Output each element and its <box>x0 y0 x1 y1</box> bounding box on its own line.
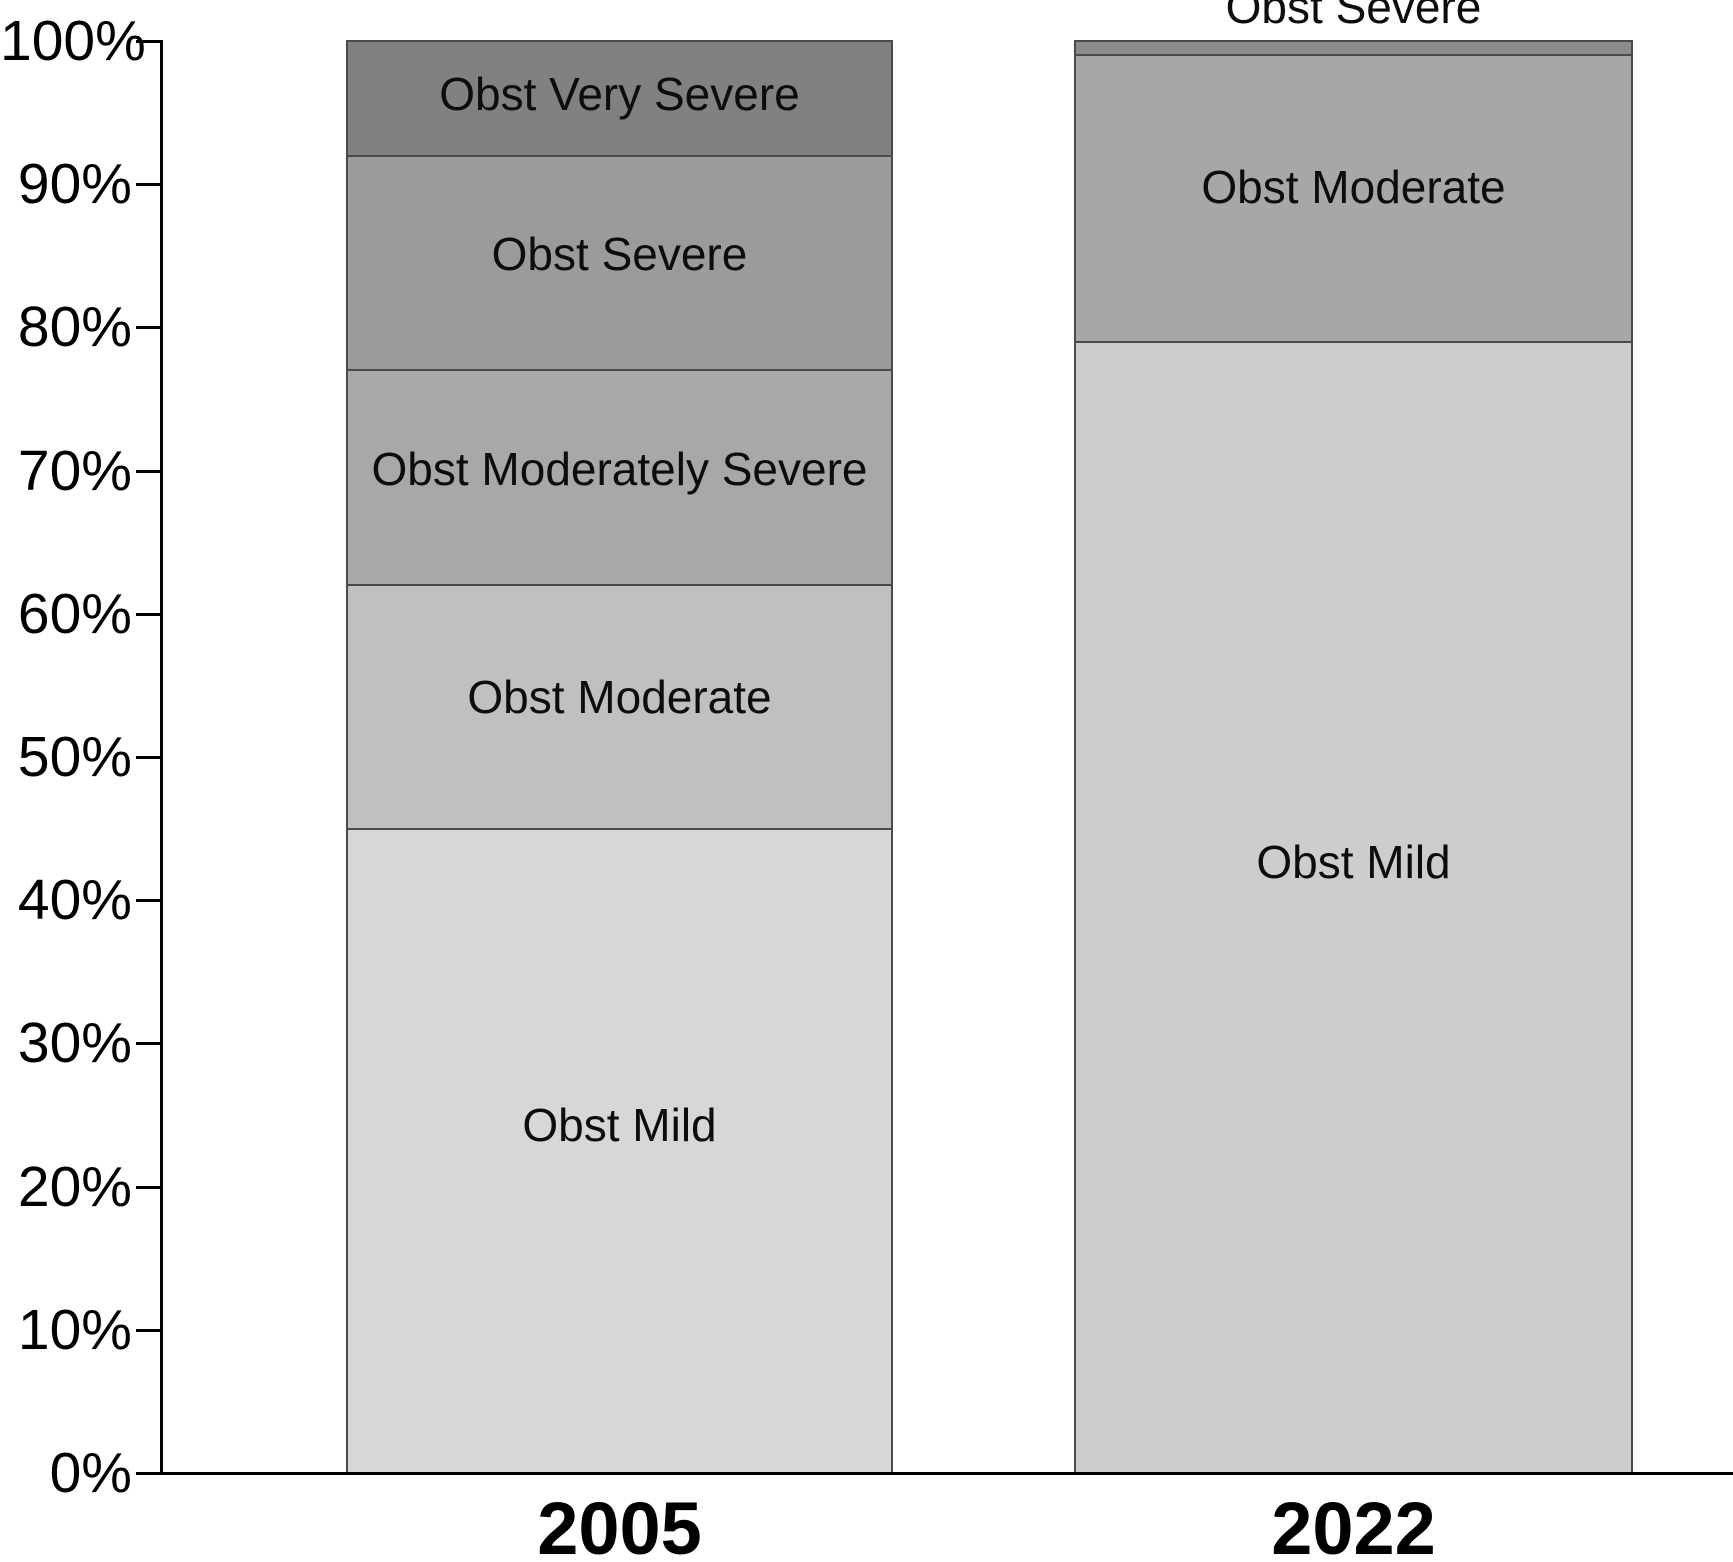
y-axis-tick-label: 60% <box>17 581 132 646</box>
y-axis-tick <box>136 1042 160 1046</box>
segment-label: Obst Very Severe <box>439 67 800 120</box>
bar-segment: Obst Moderate <box>348 584 891 828</box>
y-axis-tick <box>136 612 160 616</box>
y-axis-tick <box>136 1472 160 1475</box>
y-axis-tick <box>136 756 160 759</box>
bar-2022: Obst Mild Obst Moderate <box>1074 40 1633 1472</box>
segment-label: Obst Moderate <box>467 671 772 724</box>
x-axis-category-label: 2005 <box>537 1487 702 1562</box>
x-axis-line <box>136 1472 1733 1475</box>
segment-label: Obst Mild <box>1256 836 1451 889</box>
segment-label: Obst Severe <box>1225 0 1482 33</box>
y-axis-tick-label: 100% <box>0 9 146 73</box>
segment-label: Obst Severe <box>491 228 748 281</box>
y-axis-tick-label: 0% <box>49 1441 132 1505</box>
y-axis-tick <box>136 1328 160 1332</box>
y-axis-tick-label: 10% <box>17 1297 132 1362</box>
bar-segment: Obst Very Severe <box>348 40 891 155</box>
y-axis-line <box>160 40 163 1475</box>
y-axis-tick-label: 70% <box>17 438 132 503</box>
y-axis-tick <box>136 899 160 903</box>
y-axis-tick <box>136 40 160 43</box>
bar-2005: Obst Mild Obst Moderate Obst Moderately Se… <box>346 40 893 1472</box>
segment-label: Obst Moderately Severe <box>371 443 868 496</box>
y-axis-tick <box>136 1185 160 1189</box>
y-axis-tick-label: 30% <box>17 1011 132 1076</box>
bar-segment: Obst Moderate <box>1076 54 1631 341</box>
y-axis-tick <box>136 183 160 187</box>
y-axis-tick-label: 50% <box>17 725 132 789</box>
y-axis-tick-label: 20% <box>17 1154 132 1219</box>
y-axis-tick-label: 40% <box>17 868 132 933</box>
bar-segment: Obst Mild <box>348 827 891 1472</box>
bar-segment: Obst Severe <box>348 154 891 370</box>
bar-segment <box>1076 40 1631 55</box>
y-axis-tick <box>136 326 160 330</box>
x-axis-category-label: 2022 <box>1271 1487 1436 1562</box>
bar-segment: Obst Mild <box>1076 340 1631 1472</box>
y-axis-tick-label: 90% <box>17 152 132 217</box>
y-axis-tick <box>136 469 160 473</box>
segment-label: Obst Moderate <box>1201 161 1506 214</box>
y-axis-tick-label: 80% <box>17 295 132 360</box>
bar-segment: Obst Moderately Severe <box>348 369 891 585</box>
segment-label: Obst Mild <box>522 1099 717 1152</box>
